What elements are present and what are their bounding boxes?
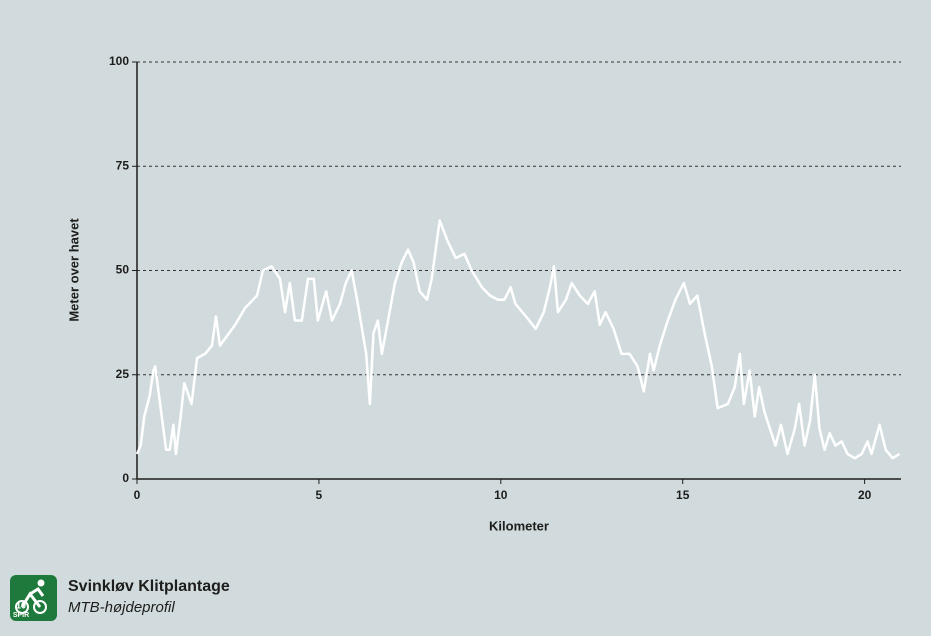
elevation-line — [135, 219, 901, 460]
y-tick-label: 100 — [109, 54, 129, 68]
x-tick-label: 20 — [858, 488, 872, 502]
x-tick-label: 10 — [494, 488, 508, 502]
y-tick-label: 50 — [116, 263, 130, 277]
footer-icon: 10 SPIR — [10, 575, 57, 621]
footer-title: Svinkløv Klitplantage — [68, 578, 230, 595]
x-axis-label: Kilometer — [489, 518, 549, 533]
x-tick-label: 0 — [134, 488, 141, 502]
y-axis-label: Meter over havet — [66, 218, 81, 322]
footer-subtitle: MTB-højdeprofil — [68, 599, 175, 616]
x-tick-label: 15 — [676, 488, 690, 502]
y-tick-label: 75 — [116, 158, 130, 172]
y-tick-label: 0 — [122, 471, 129, 485]
x-tick-label: 5 — [316, 488, 323, 502]
icon-text: SPIR — [13, 612, 29, 619]
icon-text: 10 — [16, 600, 26, 610]
y-tick-label: 25 — [116, 367, 130, 381]
